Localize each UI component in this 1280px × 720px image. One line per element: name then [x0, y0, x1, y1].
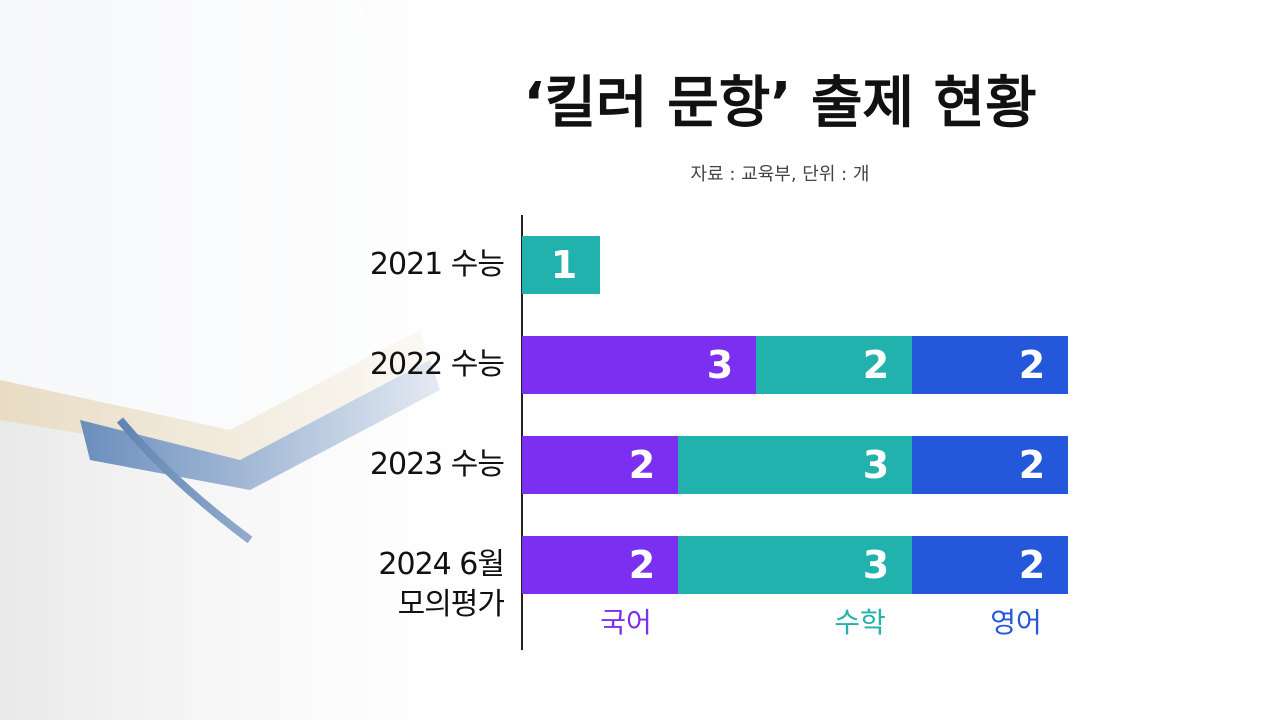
value-label: 3	[863, 543, 889, 587]
bar-segment	[522, 236, 600, 294]
category-label: 2021 수능	[369, 247, 505, 282]
bar-segment	[756, 336, 912, 394]
bar-segment	[522, 536, 678, 594]
legend-label: 수학	[834, 606, 886, 639]
category-label: 2024 6월 모의평가	[378, 547, 505, 622]
value-label: 2	[629, 443, 655, 487]
value-label: 2	[629, 543, 655, 587]
legend-label: 영어	[990, 606, 1042, 639]
bar-segment	[912, 336, 1068, 394]
value-label: 3	[707, 343, 733, 387]
bar-segment	[678, 436, 912, 494]
legend-label: 국어	[600, 606, 652, 639]
value-label: 2	[1019, 543, 1045, 587]
value-label: 3	[863, 443, 889, 487]
bar-segment	[678, 536, 912, 594]
bar-segment	[522, 336, 756, 394]
value-label: 2	[1019, 343, 1045, 387]
chart-subtitle: 자료 : 교육부, 단위 : 개	[691, 164, 870, 185]
bar-segment	[912, 436, 1068, 494]
category-label: 2022 수능	[369, 347, 505, 382]
value-label: 2	[863, 343, 889, 387]
chart-title: ‘킬러 문항’ 출제 현황	[523, 71, 1036, 136]
bar-segment	[522, 436, 678, 494]
bar-segment	[912, 536, 1068, 594]
value-label: 1	[551, 243, 577, 287]
value-label: 2	[1019, 443, 1045, 487]
background-notebook	[0, 0, 520, 720]
category-label: 2023 수능	[369, 447, 505, 482]
